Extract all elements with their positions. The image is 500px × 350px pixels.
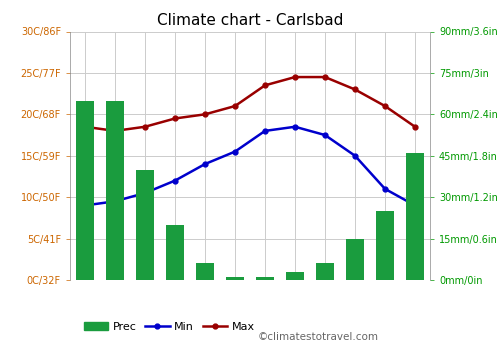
Bar [226, 277, 244, 280]
Bar [196, 264, 214, 280]
Text: ©climatestotravel.com: ©climatestotravel.com [257, 332, 378, 342]
Bar [76, 100, 94, 280]
Legend: Prec, Min, Max: Prec, Min, Max [79, 318, 260, 337]
Bar [406, 153, 424, 280]
Bar [286, 272, 304, 280]
Bar [136, 169, 154, 280]
Bar [376, 211, 394, 280]
Bar [166, 225, 184, 280]
Bar [346, 239, 364, 280]
Title: Climate chart - Carlsbad: Climate chart - Carlsbad [157, 13, 343, 28]
Bar [316, 264, 334, 280]
Bar [256, 277, 274, 280]
Bar [106, 100, 124, 280]
